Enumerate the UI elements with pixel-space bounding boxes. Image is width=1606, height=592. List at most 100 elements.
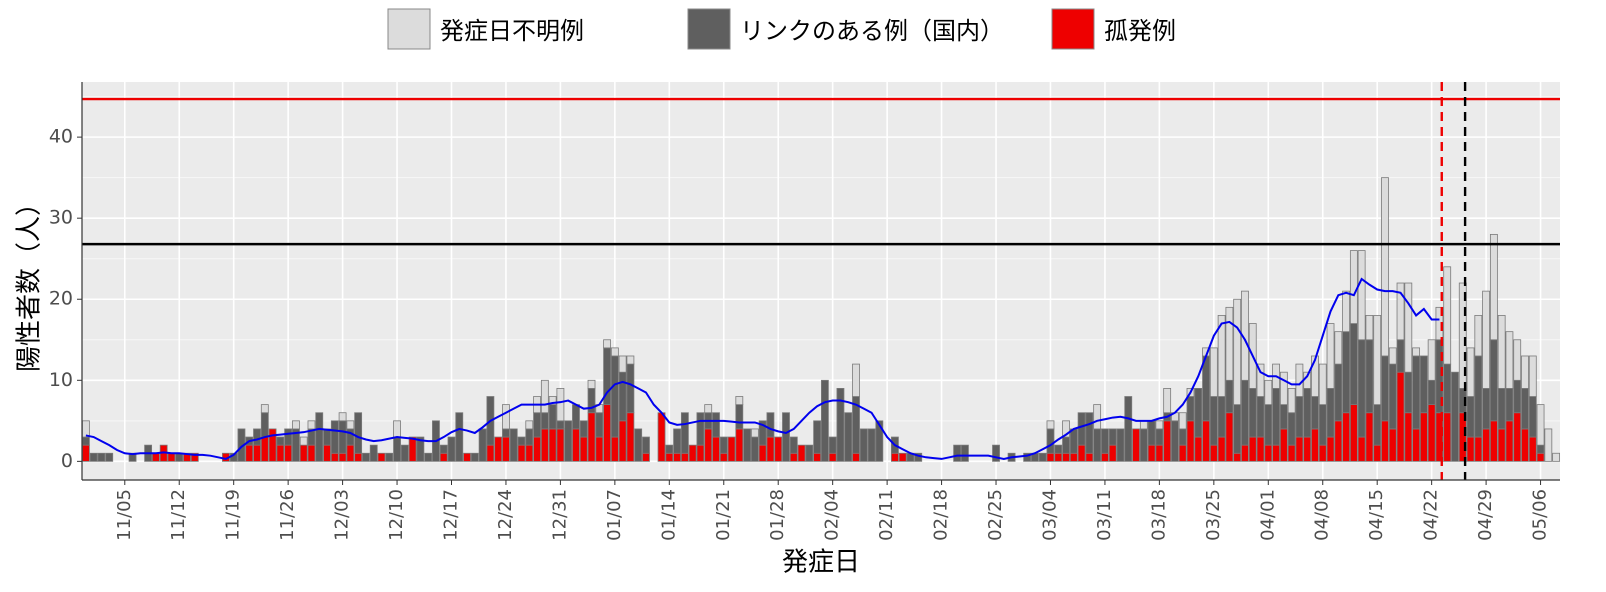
bar-segment <box>1256 436 1265 462</box>
bar-segment <box>276 436 285 446</box>
bar-segment <box>688 444 697 462</box>
bar-segment <box>245 444 254 462</box>
bar-segment <box>315 412 324 462</box>
bar-segment <box>346 444 355 462</box>
bar-segment <box>1287 388 1296 414</box>
x-tick-label: 02/04 <box>822 489 843 541</box>
bar-segment <box>1279 428 1288 462</box>
bar-segment <box>610 436 619 462</box>
bar-segment <box>354 412 363 454</box>
x-tick-label: 12/03 <box>332 489 353 541</box>
bar-segment <box>253 444 261 462</box>
bar-segment <box>564 420 573 462</box>
bar-segment <box>595 436 604 462</box>
x-tick-label: 03/25 <box>1203 489 1224 541</box>
bar-segment <box>766 436 775 462</box>
bar-segment <box>1155 428 1164 446</box>
bar-segment <box>1552 452 1561 462</box>
bar-segment <box>696 412 705 446</box>
bar-segment <box>89 452 98 462</box>
x-tick-label: 04/15 <box>1366 489 1387 541</box>
bar-segment <box>1077 412 1086 446</box>
bar-segment <box>1139 420 1148 430</box>
bar-segment <box>1365 315 1374 341</box>
bar-segment <box>1466 396 1475 438</box>
x-tick-label: 02/11 <box>876 489 897 541</box>
bar-segment <box>1163 388 1172 414</box>
x-tick-label: 01/14 <box>658 489 679 541</box>
bar-segment <box>1303 436 1312 462</box>
bar-segment <box>1217 396 1226 438</box>
bar-segment <box>533 436 541 462</box>
bar-segment <box>1241 379 1249 446</box>
bar-segment <box>828 452 837 462</box>
bar-segment <box>1505 331 1514 389</box>
bar-segment <box>1046 420 1055 430</box>
bar-segment <box>478 428 487 462</box>
bar-segment <box>494 436 503 462</box>
bar-segment <box>81 444 90 462</box>
bar-segment <box>642 436 650 454</box>
bar-segment <box>307 444 316 462</box>
bar-segment <box>517 444 526 462</box>
bar-segment <box>704 428 713 462</box>
bar-segment <box>151 452 160 462</box>
bar-segment <box>502 428 510 438</box>
bar-segment <box>1419 412 1428 462</box>
bar-segment <box>167 452 176 462</box>
bar-segment <box>1365 339 1374 414</box>
bar-segment <box>1101 428 1109 454</box>
bar-segment <box>1381 355 1389 422</box>
bar-segment <box>81 436 90 446</box>
bar-segment <box>1046 428 1055 454</box>
bar-segment <box>1147 444 1156 462</box>
bar-segment <box>1458 282 1467 389</box>
x-tick-label: 02/25 <box>985 489 1006 541</box>
bar-segment <box>1334 420 1343 462</box>
bar-segment <box>1318 404 1327 446</box>
bar-segment <box>260 412 269 438</box>
bar-segment <box>1482 290 1491 389</box>
bar-segment <box>867 428 876 462</box>
bar-segment <box>1069 428 1078 454</box>
bar-segment <box>540 379 549 414</box>
bar-segment <box>1085 412 1094 454</box>
y-tick-label: 0 <box>61 450 73 472</box>
bar-segment <box>1241 444 1249 462</box>
bar-segment <box>1474 315 1483 357</box>
bar-segment <box>1404 282 1413 373</box>
bar-segment <box>1373 315 1382 406</box>
bar-segment <box>1318 363 1327 406</box>
bar-segment <box>548 428 557 462</box>
bar-segment <box>1295 396 1304 438</box>
bar-segment <box>470 452 479 462</box>
bar-segment <box>1062 420 1070 438</box>
bar-segment <box>1396 371 1405 462</box>
bar-segment <box>1474 355 1483 438</box>
bar-segment <box>1482 428 1491 462</box>
bar-segment <box>377 452 386 462</box>
x-tick-label: 03/11 <box>1094 489 1115 541</box>
bar-segment <box>898 452 907 462</box>
bar-segment <box>618 355 627 373</box>
bar-segment <box>1233 404 1242 454</box>
bar-segment <box>1209 396 1218 446</box>
bar-segment <box>603 339 611 349</box>
x-tick-label: 04/08 <box>1312 489 1333 541</box>
bar-segment <box>486 444 495 462</box>
bar-segment <box>1381 177 1389 357</box>
bar-segment <box>836 388 845 462</box>
bar-segment <box>735 396 744 406</box>
bar-segment <box>1536 452 1545 462</box>
bar-segment <box>1381 420 1389 462</box>
bar-segment <box>1388 363 1397 430</box>
legend-label: 発症日不明例 <box>440 17 584 45</box>
bar-segment <box>890 452 899 462</box>
bar-segment <box>1474 436 1483 462</box>
bar-segment <box>1404 412 1413 462</box>
bar-segment <box>393 436 401 462</box>
bar-segment <box>338 412 347 422</box>
bar-segment <box>190 452 199 462</box>
bar-segment <box>1264 444 1273 462</box>
bar-segment <box>719 452 728 462</box>
